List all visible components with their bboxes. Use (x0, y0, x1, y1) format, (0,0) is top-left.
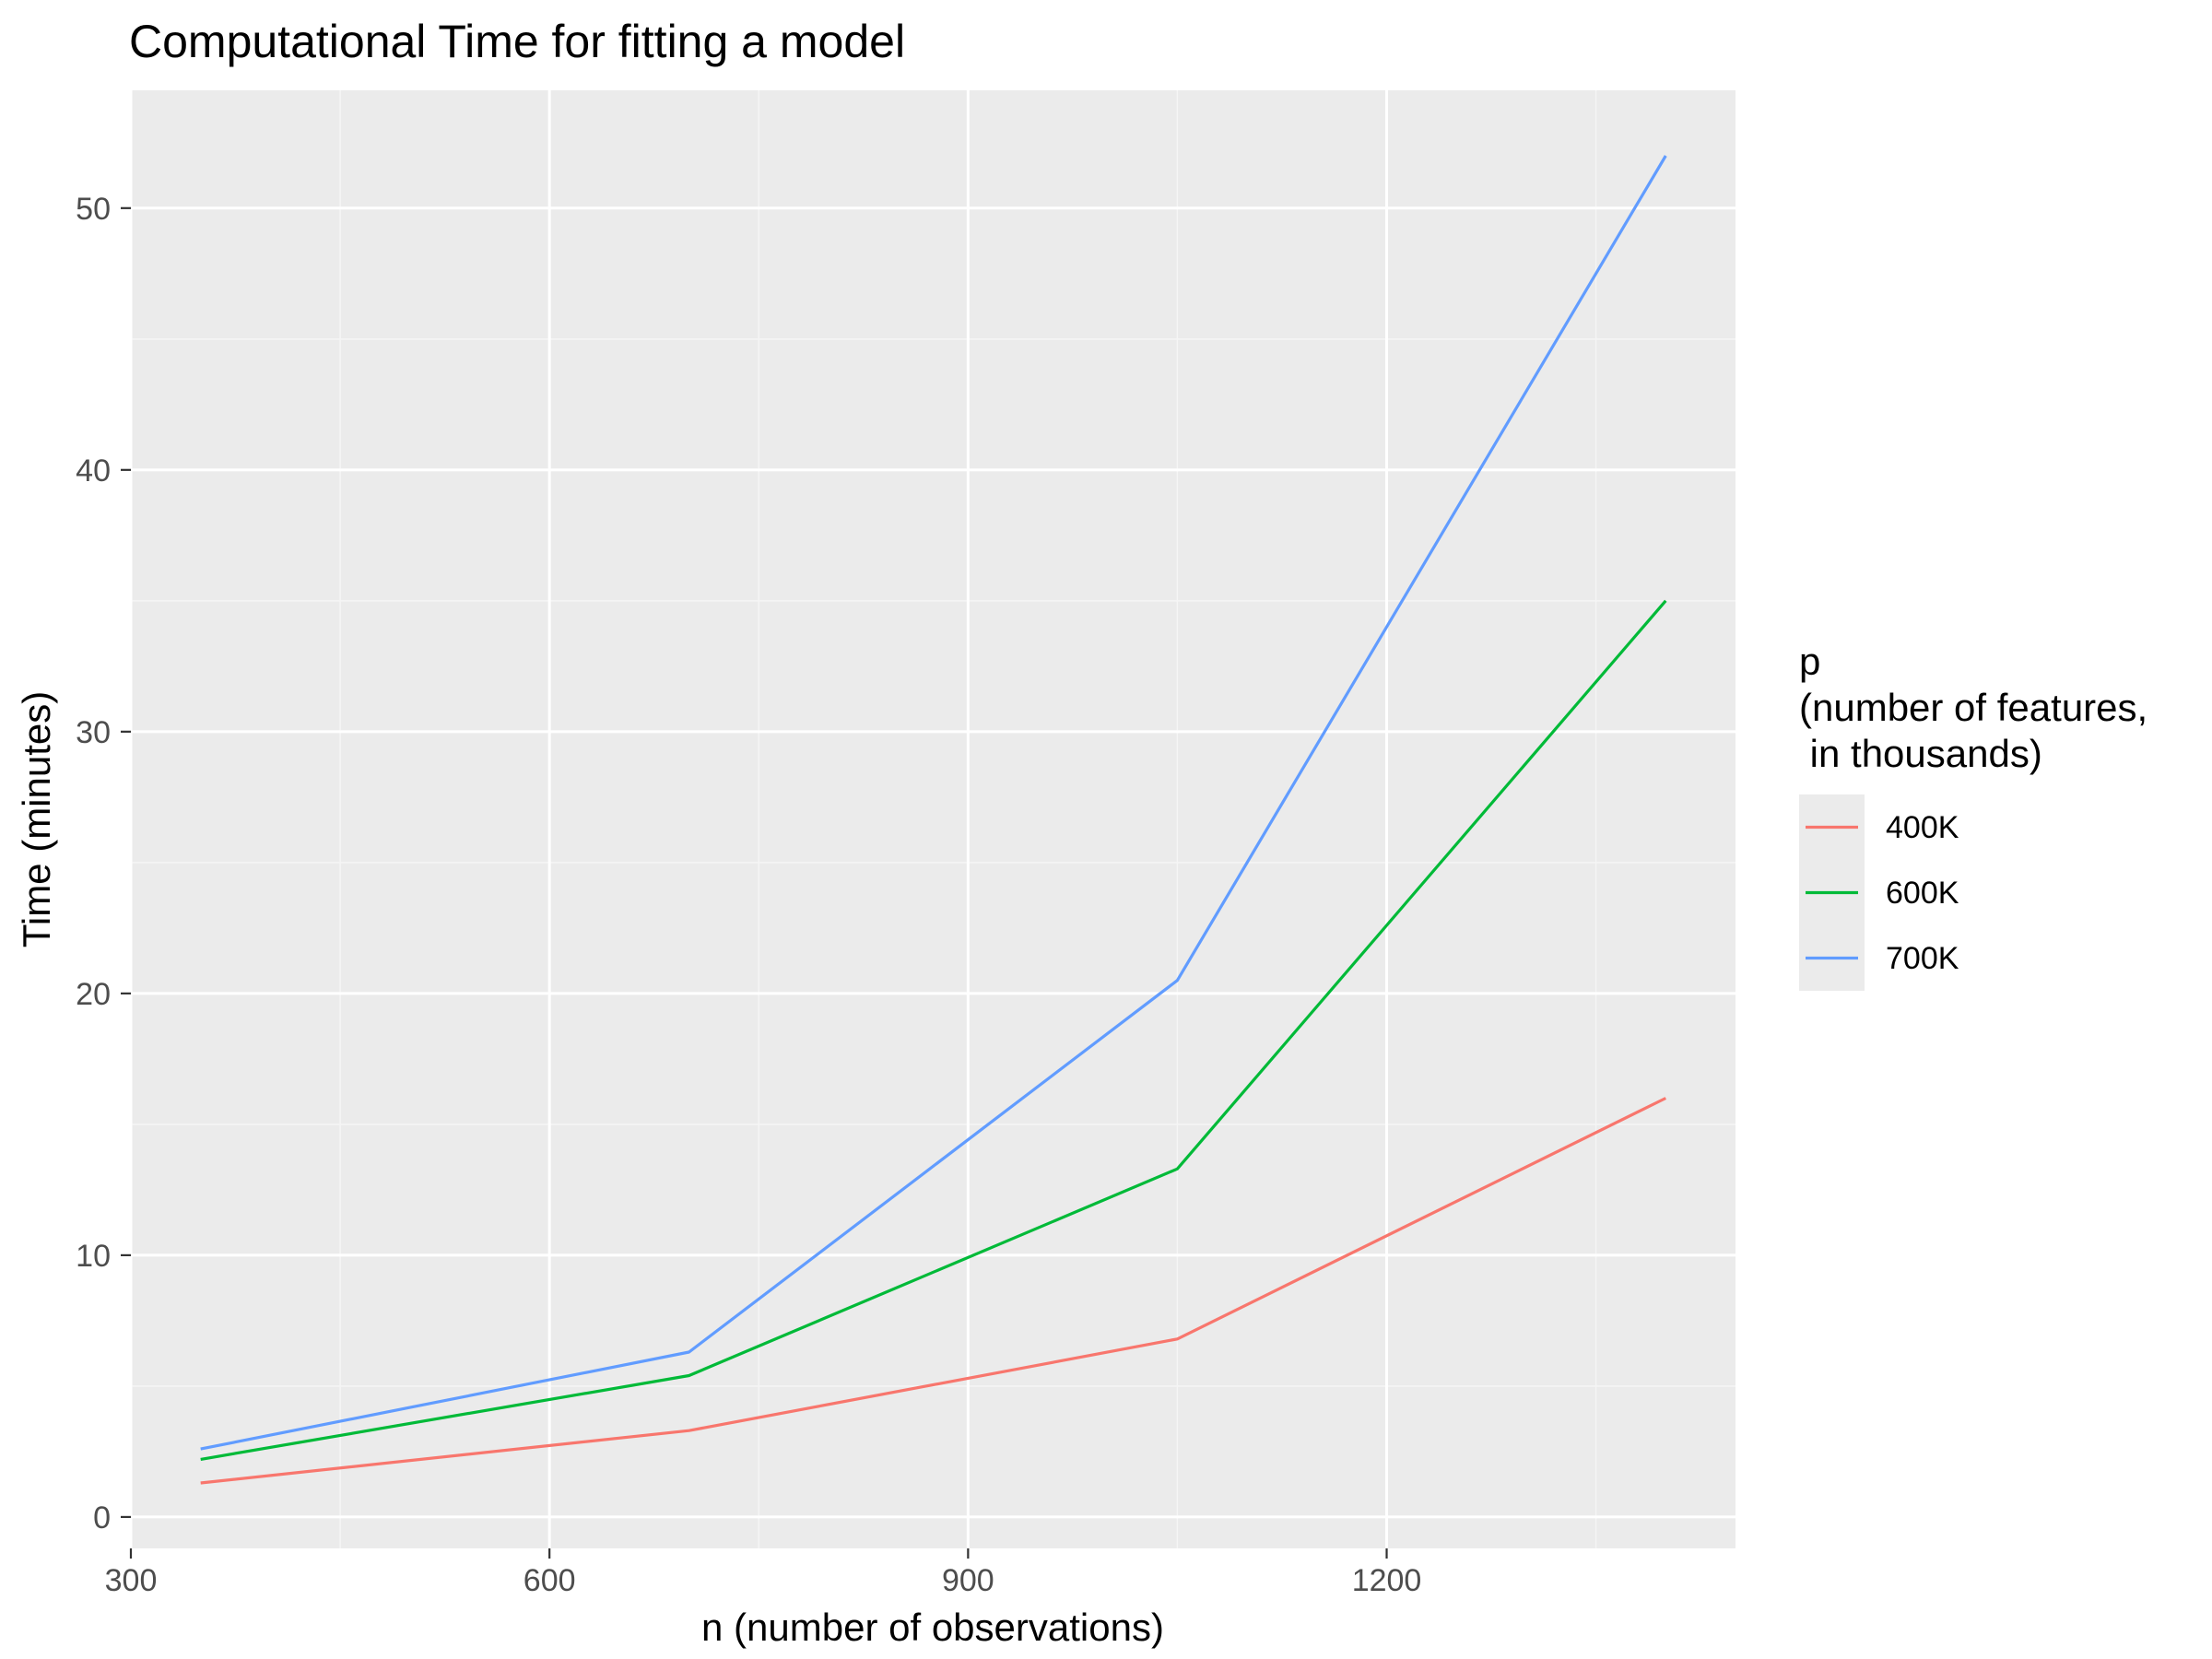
x-axis: 300 600 900 1200 (105, 1548, 1422, 1598)
y-tick-label: 10 (76, 1239, 111, 1274)
plot-panel (131, 90, 1735, 1548)
legend-title: p (number of features, in thousands) (1799, 640, 2147, 775)
y-tick-label: 0 (93, 1500, 111, 1535)
legend-title-line: p (1799, 640, 1820, 683)
y-axis-label: Time (minutes) (15, 691, 58, 947)
major-gridlines (129, 90, 1735, 1548)
x-tick-label: 300 (105, 1563, 158, 1598)
series-line-600k (200, 599, 1667, 1461)
y-tick-label: 30 (76, 715, 111, 750)
x-axis-label: n (number of observations) (701, 1606, 1164, 1649)
legend-label: 400K (1886, 810, 1959, 845)
chart-title: Computational Time for fitting a model (129, 16, 905, 67)
y-tick-label: 40 (76, 453, 111, 488)
legend-title-line: in thousands) (1799, 732, 2042, 775)
x-tick-label: 1200 (1352, 1563, 1422, 1598)
series-line-400k (200, 1097, 1667, 1485)
legend-label: 600K (1886, 876, 1959, 911)
legend-title-line: (number of features, (1799, 686, 2147, 729)
legend-keys: 400K 600K 700K (1799, 794, 1959, 991)
legend-label: 700K (1886, 941, 1959, 976)
series-line-700k (200, 155, 1667, 1451)
y-tick-label: 50 (76, 192, 111, 227)
y-tick-label: 20 (76, 977, 111, 1012)
series-lines (200, 155, 1667, 1485)
x-tick-label: 600 (524, 1563, 576, 1598)
x-tick-label: 900 (942, 1563, 994, 1598)
y-axis: 0 10 20 30 40 50 (76, 192, 131, 1535)
legend: p (number of features, in thousands) 400K… (1799, 640, 2147, 991)
